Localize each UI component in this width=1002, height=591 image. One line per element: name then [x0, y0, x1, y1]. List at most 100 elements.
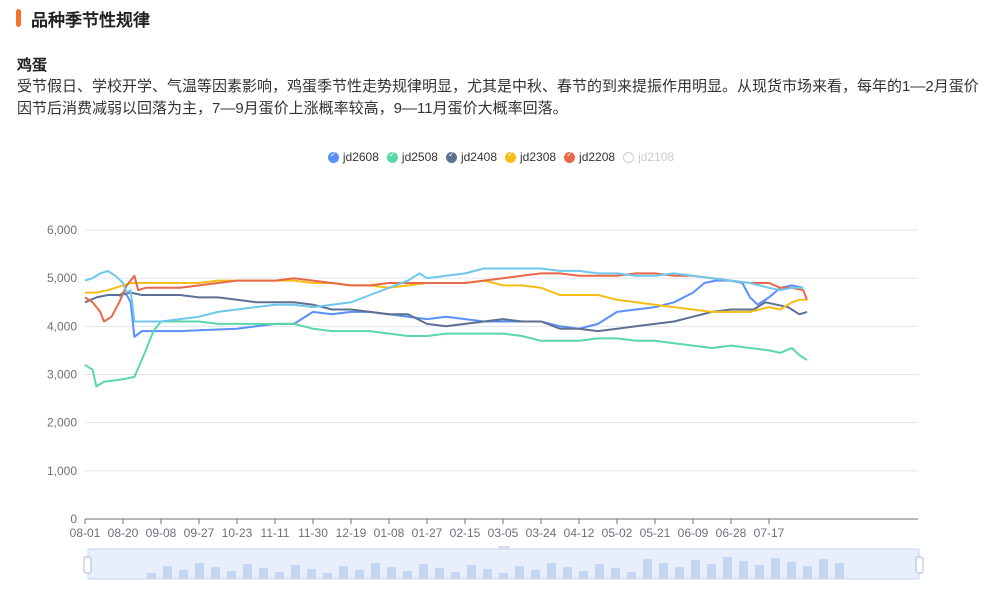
x-tick-label: 09-27 [184, 526, 215, 540]
zoom-preview-bar [643, 559, 652, 579]
legend-label: jd2108 [638, 150, 675, 164]
zoom-preview-bar [195, 563, 204, 579]
zoom-preview-bar [787, 562, 796, 579]
legend-check-icon [386, 150, 398, 163]
series-line-jd2408 [84, 291, 808, 333]
legend-label: jd2408 [460, 150, 497, 164]
zoom-preview-bar [227, 571, 236, 579]
zoom-preview-bar [243, 564, 252, 579]
x-tick-label: 10-23 [222, 526, 253, 540]
x-tick-label: 04-12 [564, 526, 595, 540]
zoom-preview-bar [691, 560, 700, 579]
zoom-preview-bar [819, 559, 828, 579]
zoom-preview-bar [803, 566, 812, 579]
x-tick-label: 11-30 [298, 526, 328, 540]
zoom-preview-bar [611, 568, 620, 579]
legend-item-jd2208[interactable]: jd2208 [564, 150, 615, 164]
x-tick-label: 05-02 [602, 526, 633, 540]
y-tick-label: 5,000 [47, 271, 77, 285]
legend-check-icon [445, 150, 457, 163]
legend-label: jd2208 [579, 150, 616, 164]
legend-item-jd2508[interactable]: jd2508 [386, 150, 438, 164]
x-tick-label: 03-05 [488, 526, 519, 540]
legend-check-icon [623, 151, 635, 163]
zoom-preview-bar [211, 567, 220, 579]
legend-label: jd2608 [342, 150, 379, 164]
zoom-preview-bar [739, 561, 748, 579]
zoom-preview-bar [291, 565, 300, 579]
section-title: 品种季节性规律 [31, 10, 150, 30]
y-tick-label: 0 [70, 512, 77, 526]
zoom-preview-bar [323, 573, 332, 579]
y-tick-label: 2,000 [47, 416, 77, 430]
legend-check-icon [327, 150, 339, 163]
zoom-preview-bar [835, 563, 844, 579]
section-header: 品种季节性规律 [16, 6, 150, 30]
zoom-preview-bar [435, 568, 444, 579]
zoom-preview-bar [467, 565, 476, 579]
zoom-preview-bar [371, 563, 380, 579]
legend-item-jd2608[interactable]: jd2608 [327, 150, 379, 164]
zoom-preview-bar [515, 566, 524, 579]
zoom-preview-bar [483, 569, 492, 579]
zoom-preview-bar [755, 565, 764, 579]
zoom-preview-bar [595, 564, 604, 579]
legend-item-jd2408[interactable]: jd2408 [445, 150, 497, 164]
zoom-preview-bar [531, 570, 540, 579]
x-tick-label: 11-11 [261, 526, 290, 540]
zoom-preview-bar [499, 573, 508, 579]
zoom-preview-bar [707, 564, 716, 579]
zoom-preview-bar [771, 558, 780, 579]
zoom-handle-left[interactable] [83, 556, 92, 574]
zoom-preview-bar [403, 571, 412, 579]
series-line-jd2108 [84, 267, 804, 323]
x-tick-label: 07-17 [754, 526, 785, 540]
series-line-jd2608 [118, 279, 804, 338]
x-tick-label: 02-15 [450, 526, 481, 540]
commodity-name: 鸡蛋 [17, 57, 48, 74]
chart-legend: jd2608 jd2508 jd2408 jd2308 jd2208 jd210… [0, 150, 1002, 164]
zoom-preview-bar [451, 572, 460, 579]
legend-check-icon [505, 150, 516, 163]
zoom-preview-bar [163, 566, 172, 579]
zoom-preview-bar [179, 570, 188, 579]
x-tick-label: 08-20 [108, 526, 139, 540]
legend-label: jd2308 [520, 150, 557, 164]
zoom-handle-right[interactable] [915, 556, 924, 574]
zoom-preview-bar [307, 569, 316, 579]
legend-item-jd2108[interactable]: jd2108 [623, 150, 674, 164]
zoom-preview-bar [547, 563, 556, 579]
zoom-preview-bar [627, 572, 636, 579]
zoom-preview-bar [275, 572, 284, 579]
y-tick-label: 6,000 [47, 223, 77, 237]
zoom-preview-bar [563, 567, 572, 579]
commodity-description: 受节假日、学校开学、气温等因素影响，鸡蛋季节性走势规律明显，尤其是中秋、春节的到… [17, 78, 979, 117]
y-tick-label: 1,000 [47, 464, 77, 478]
section-accent-bar [16, 9, 21, 27]
zoom-preview-bar [147, 573, 156, 579]
x-tick-label: 03-24 [526, 526, 557, 540]
y-tick-label: 3,000 [47, 368, 77, 382]
zoom-drag-grip[interactable] [498, 546, 510, 550]
x-tick-label: 06-09 [678, 526, 709, 540]
legend-label: jd2508 [401, 150, 438, 164]
series-line-jd2508 [84, 320, 808, 388]
zoom-preview-bar [723, 557, 732, 579]
x-tick-label: 09-08 [146, 526, 177, 540]
zoom-preview-bar [675, 567, 684, 579]
zoom-preview-bar [579, 571, 588, 579]
x-tick-label: 01-08 [374, 526, 405, 540]
zoom-preview-bar [419, 564, 428, 579]
x-tick-label: 01-27 [412, 526, 443, 540]
x-tick-label: 05-21 [640, 526, 671, 540]
x-tick-label: 08-01 [70, 526, 101, 540]
legend-check-icon [564, 150, 576, 163]
zoom-preview-bar [355, 570, 364, 579]
legend-item-jd2308[interactable]: jd2308 [505, 150, 556, 164]
zoom-preview-bar [659, 563, 668, 579]
x-tick-label: 12-19 [336, 526, 367, 540]
zoom-preview-bar [259, 568, 268, 579]
y-tick-label: 4,000 [47, 319, 77, 333]
x-tick-label: 06-28 [716, 526, 747, 540]
